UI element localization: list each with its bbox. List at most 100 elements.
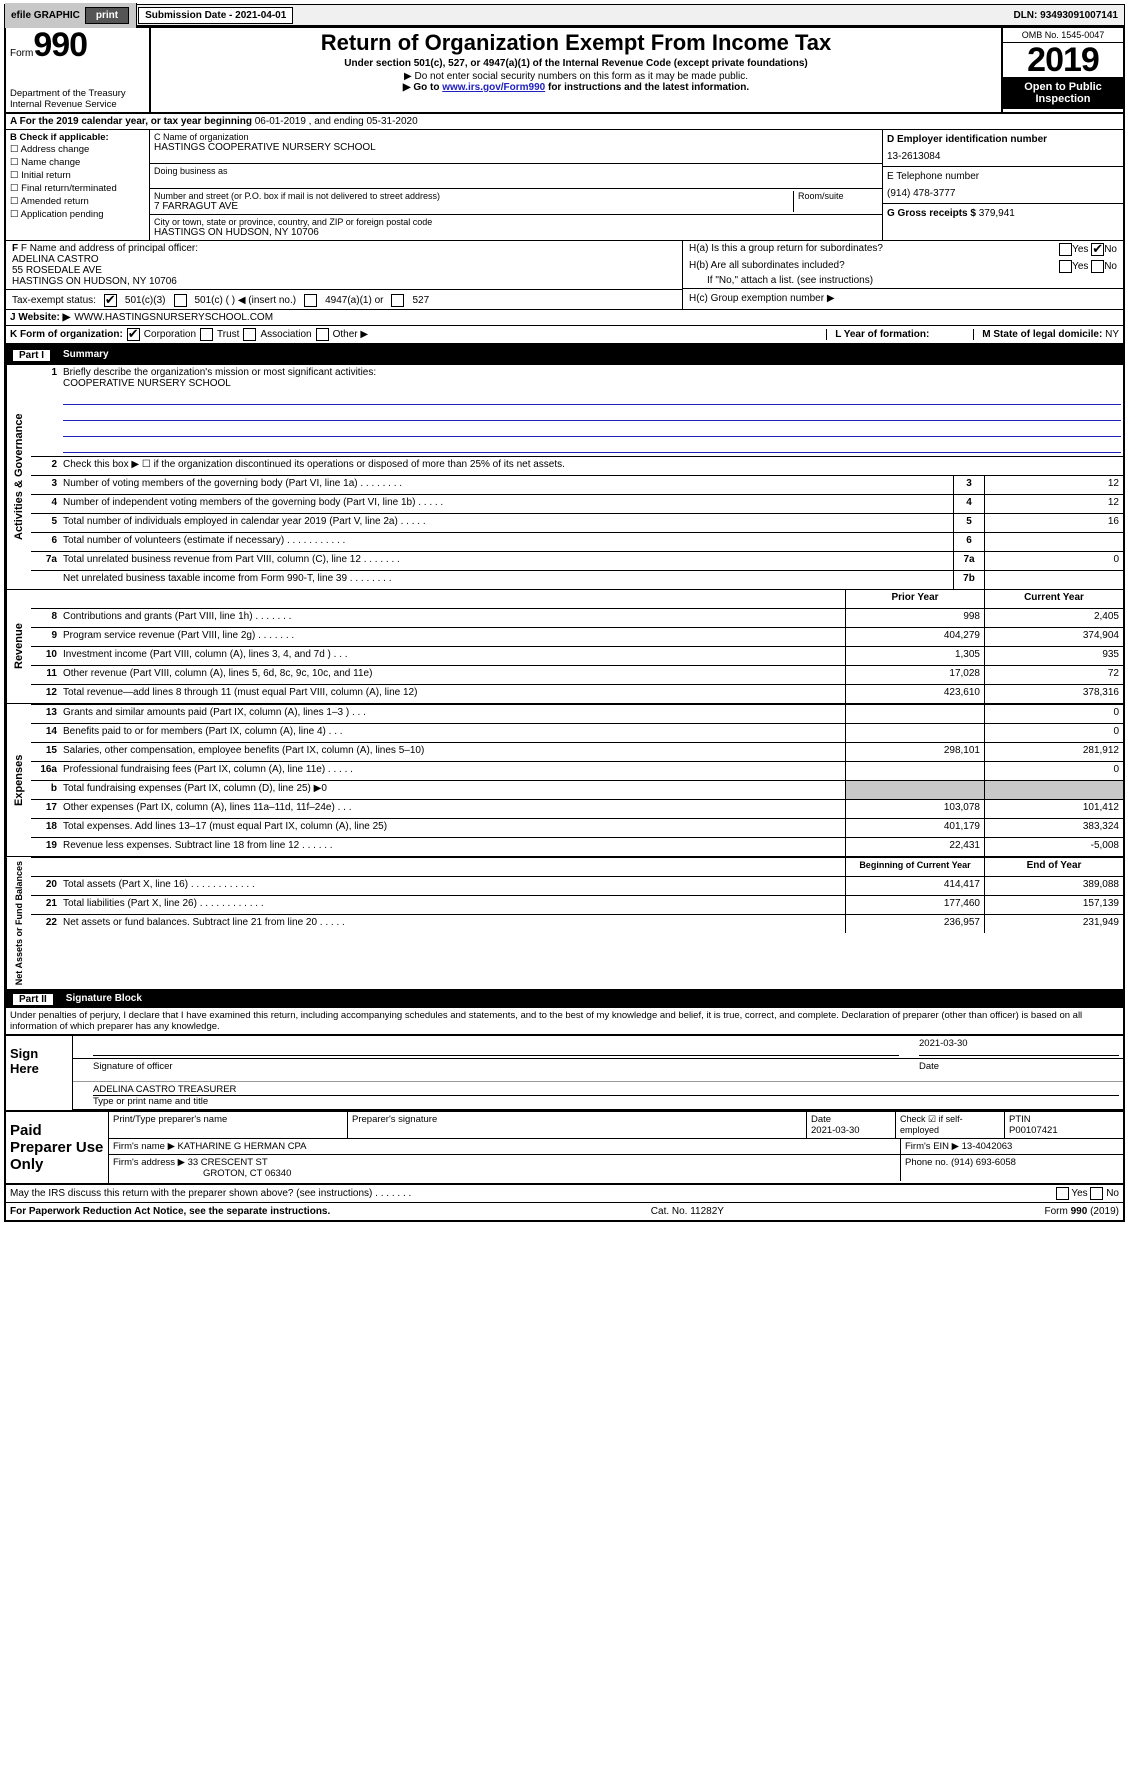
line-14: 14Benefits paid to or for members (Part … [31, 723, 1123, 742]
line-12: 12Total revenue—add lines 8 through 11 (… [31, 684, 1123, 703]
vtab-revenue: Revenue [6, 590, 31, 703]
paid-preparer-block: Paid Preparer Use Only Print/Type prepar… [6, 1110, 1123, 1183]
instructions-link[interactable]: www.irs.gov/Form990 [442, 82, 545, 93]
officer-name-typed: ADELINA CASTRO TREASURER [93, 1084, 1119, 1096]
summary-line-3: 3Number of voting members of the governi… [31, 475, 1123, 494]
tax-year: 2019 [1003, 43, 1123, 77]
hb-yes[interactable] [1059, 260, 1072, 273]
line-b: bTotal fundraising expenses (Part IX, co… [31, 780, 1123, 799]
summary-line-7b: Net unrelated business taxable income fr… [31, 570, 1123, 589]
line-a: A For the 2019 calendar year, or tax yea… [6, 114, 1123, 130]
form-sub1: Under section 501(c), 527, or 4947(a)(1)… [159, 58, 993, 69]
row-f-h: F F Name and address of principal office… [6, 240, 1123, 309]
vtab-governance: Activities & Governance [6, 365, 31, 589]
firm-addr1: 33 CRESCENT ST [188, 1157, 268, 1168]
line-16a: 16aProfessional fundraising fees (Part I… [31, 761, 1123, 780]
form-header: Form 990 Department of the Treasury Inte… [6, 28, 1123, 114]
right-block: D Employer identification number 13-2613… [882, 130, 1123, 240]
discuss-row: May the IRS discuss this return with the… [6, 1183, 1123, 1202]
chk-501c[interactable] [174, 294, 187, 307]
discuss-no[interactable] [1090, 1187, 1103, 1200]
org-name: HASTINGS COOPERATIVE NURSERY SCHOOL [154, 142, 878, 153]
efile-label: efile GRAPHIC [11, 10, 80, 21]
firm-name: KATHARINE G HERMAN CPA [178, 1141, 307, 1152]
chk-name-change[interactable]: ☐ Name change [10, 156, 145, 169]
telephone: (914) 478-3777 [887, 188, 1119, 199]
dln: DLN: 93493091007141 [1013, 10, 1124, 21]
line-22: 22Net assets or fund balances. Subtract … [31, 914, 1123, 933]
discuss-yes[interactable] [1056, 1187, 1069, 1200]
box-c: C Name of organization HASTINGS COOPERAT… [150, 130, 882, 240]
form-990: Form 990 Department of the Treasury Inte… [4, 26, 1125, 1222]
sign-date: 2021-03-30 [919, 1038, 968, 1049]
sign-here-block: Sign Here 2021-03-30 Signature of office… [6, 1034, 1123, 1110]
form-sub3: ▶ Go to www.irs.gov/Form990 for instruct… [159, 82, 993, 93]
print-button[interactable]: print [85, 7, 129, 24]
chk-app-pending[interactable]: ☐ Application pending [10, 208, 145, 221]
firm-ein: 13-4042063 [962, 1141, 1013, 1152]
perjury-statement: Under penalties of perjury, I declare th… [6, 1008, 1123, 1034]
chk-501c3[interactable] [104, 294, 117, 307]
open-to-public: Open to Public Inspection [1003, 77, 1123, 109]
state-domicile: NY [1105, 329, 1119, 340]
gross-receipts: 379,941 [979, 208, 1015, 219]
expenses-section: Expenses 13Grants and similar amounts pa… [6, 703, 1123, 856]
line-20: 20Total assets (Part X, line 16) . . . .… [31, 876, 1123, 895]
line-11: 11Other revenue (Part VIII, column (A), … [31, 665, 1123, 684]
top-toolbar: efile GRAPHIC print Submission Date - 20… [4, 4, 1125, 26]
chk-assoc[interactable] [243, 328, 256, 341]
summary-line-6: 6Total number of volunteers (estimate if… [31, 532, 1123, 551]
summary-line-4: 4Number of independent voting members of… [31, 494, 1123, 513]
chk-other[interactable] [316, 328, 329, 341]
officer-name: ADELINA CASTRO [12, 254, 676, 265]
form-sub2: ▶ Do not enter social security numbers o… [159, 71, 993, 82]
efile-badge: efile GRAPHIC print [5, 3, 137, 28]
revenue-section: Revenue Prior Year Current Year 8Contrib… [6, 589, 1123, 703]
org-city: HASTINGS ON HUDSON, NY 10706 [154, 227, 878, 238]
ptin: P00107421 [1009, 1125, 1058, 1136]
chk-trust[interactable] [200, 328, 213, 341]
chk-initial-return[interactable]: ☐ Initial return [10, 169, 145, 182]
part-1-header: Part I Summary [6, 345, 1123, 364]
submission-date: Submission Date - 2021-04-01 [138, 7, 293, 24]
activities-governance: Activities & Governance 1 Briefly descri… [6, 364, 1123, 589]
line-19: 19Revenue less expenses. Subtract line 1… [31, 837, 1123, 856]
summary-line-5: 5Total number of individuals employed in… [31, 513, 1123, 532]
row-klm: K Form of organization: Corporation Trus… [6, 325, 1123, 345]
form-number: 990 [33, 30, 87, 60]
vtab-netassets: Net Assets or Fund Balances [6, 857, 31, 989]
net-assets-section: Net Assets or Fund Balances Beginning of… [6, 856, 1123, 989]
mission-text: COOPERATIVE NURSERY SCHOOL [63, 378, 231, 389]
form-title: Return of Organization Exempt From Incom… [159, 30, 993, 56]
ha-no[interactable] [1091, 243, 1104, 256]
irs: Internal Revenue Service [10, 99, 145, 110]
line-13: 13Grants and similar amounts paid (Part … [31, 704, 1123, 723]
chk-corp[interactable] [127, 328, 140, 341]
firm-phone: (914) 693-6058 [951, 1157, 1016, 1168]
line-21: 21Total liabilities (Part X, line 26) . … [31, 895, 1123, 914]
org-street: 7 FARRAGUT AVE [154, 201, 793, 212]
prep-date: 2021-03-30 [811, 1125, 860, 1136]
hb-no[interactable] [1091, 260, 1104, 273]
line-9: 9Program service revenue (Part VIII, lin… [31, 627, 1123, 646]
line-17: 17Other expenses (Part IX, column (A), l… [31, 799, 1123, 818]
box-b: B Check if applicable: ☐ Address change … [6, 130, 150, 240]
dept-treasury: Department of the Treasury [10, 88, 145, 99]
chk-amended[interactable]: ☐ Amended return [10, 195, 145, 208]
ein: 13-2613084 [887, 151, 1119, 162]
ha-yes[interactable] [1059, 243, 1072, 256]
chk-address-change[interactable]: ☐ Address change [10, 143, 145, 156]
tax-exempt-label: Tax-exempt status: [12, 295, 96, 306]
chk-4947[interactable] [304, 294, 317, 307]
website-url: WWW.HASTINGSNURSERYSCHOOL.COM [74, 312, 273, 323]
chk-527[interactable] [391, 294, 404, 307]
firm-addr2: GROTON, CT 06340 [113, 1168, 291, 1179]
line-8: 8Contributions and grants (Part VIII, li… [31, 608, 1123, 627]
officer-addr2: HASTINGS ON HUDSON, NY 10706 [12, 276, 676, 287]
header-block: B Check if applicable: ☐ Address change … [6, 130, 1123, 240]
officer-addr1: 55 ROSEDALE AVE [12, 265, 676, 276]
summary-line-7a: 7aTotal unrelated business revenue from … [31, 551, 1123, 570]
chk-final-return[interactable]: ☐ Final return/terminated [10, 182, 145, 195]
line-18: 18Total expenses. Add lines 13–17 (must … [31, 818, 1123, 837]
line-15: 15Salaries, other compensation, employee… [31, 742, 1123, 761]
